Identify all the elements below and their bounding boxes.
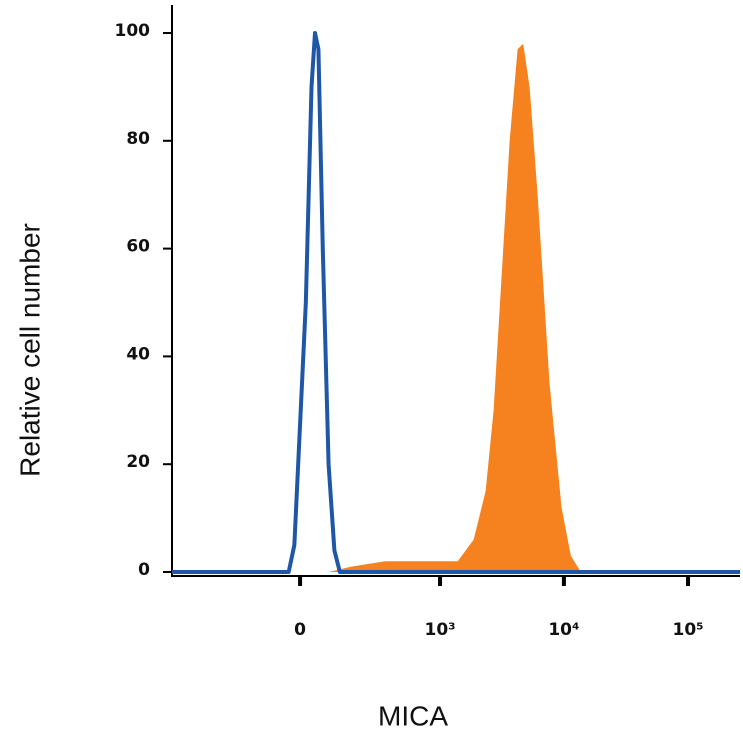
x-axis-title: MICA: [378, 700, 448, 731]
histogram-area: [328, 43, 581, 572]
y-tick-label: 60: [126, 237, 150, 257]
histogram-line: [172, 31, 740, 574]
y-axis-title: Relative cell number: [14, 223, 45, 477]
x-tick-label: 10⁵: [672, 620, 703, 640]
x-tick-label: 10⁴: [548, 620, 579, 640]
y-tick-label: 100: [115, 21, 151, 41]
y-tick-label: 0: [138, 560, 150, 580]
x-tick-label: 0: [294, 620, 306, 640]
y-tick-label: 20: [126, 452, 150, 472]
y-tick-label: 40: [126, 344, 150, 364]
y-tick-label: 80: [126, 129, 150, 149]
x-tick-label: 10³: [424, 620, 455, 640]
